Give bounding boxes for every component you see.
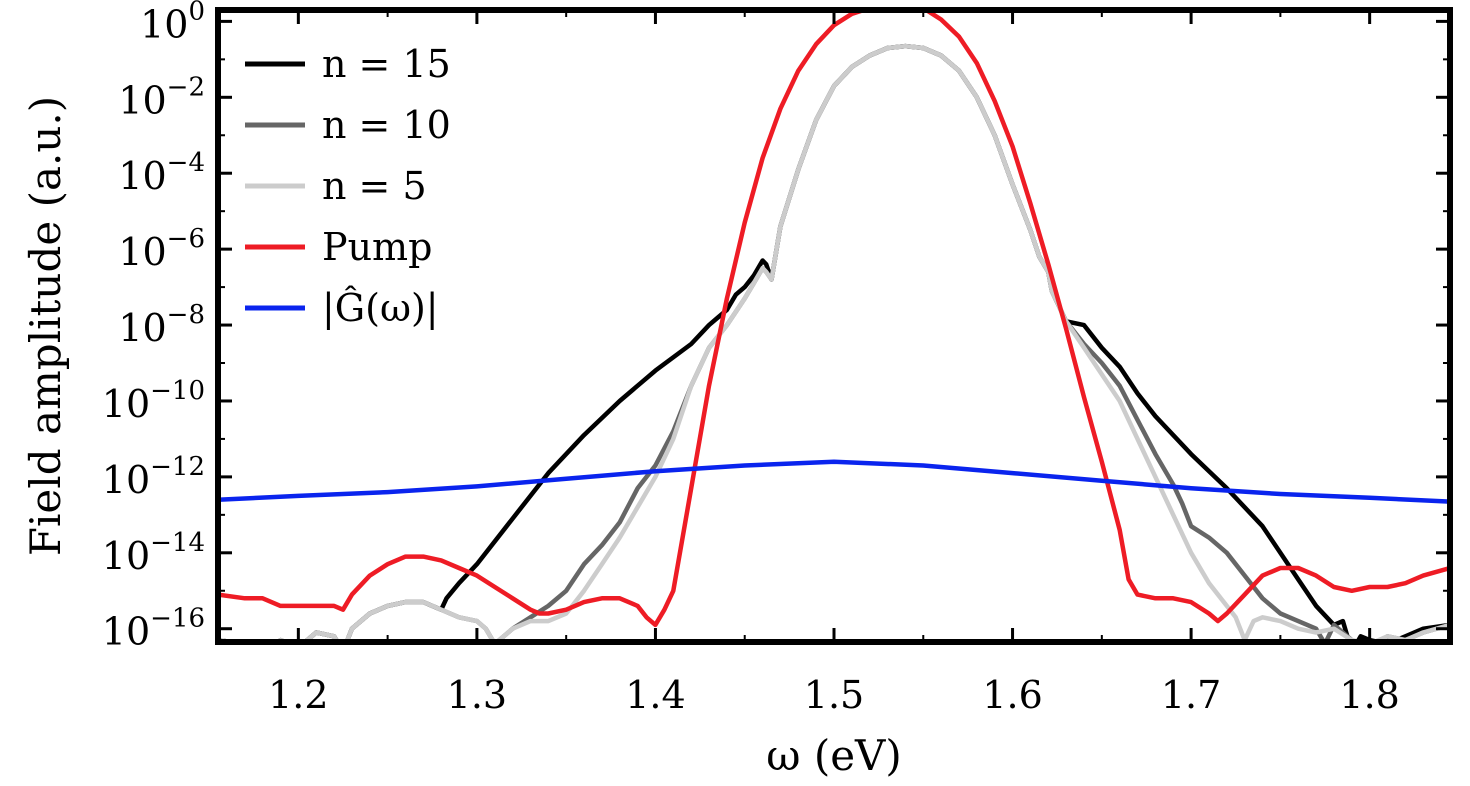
legend: n = 15 n = 10 n = 5 Pump |Ĝ(ω)| <box>245 42 451 330</box>
series-line-4 <box>218 459 1450 504</box>
plot-frame <box>215 7 1453 645</box>
y-tick-label: 10−6 <box>118 224 205 274</box>
series-line-3 <box>218 10 1450 628</box>
legend-label-4: |Ĝ(ω)| <box>322 286 439 330</box>
x-tick-label: 1.6 <box>982 673 1042 717</box>
x-tick-label: 1.7 <box>1161 673 1221 717</box>
y-tick-label: 10−8 <box>118 300 205 350</box>
legend-label-2: n = 5 <box>322 164 427 208</box>
x-tick-label: 1.4 <box>625 673 685 717</box>
legend-label-3: Pump <box>322 225 432 269</box>
x-tick-label: 1.2 <box>268 673 328 717</box>
y-tick-label: 10−10 <box>102 376 205 426</box>
series-line-2 <box>218 43 1450 642</box>
y-tick-label: 10−12 <box>102 452 205 502</box>
x-tick-label: 1.5 <box>804 673 864 717</box>
legend-label-0: n = 15 <box>322 42 451 86</box>
y-tick-label: 100 <box>140 0 205 46</box>
x-tick-label: 1.3 <box>447 673 507 717</box>
x-axis-title: ω (eV) <box>766 731 902 780</box>
y-tick-label: 10−2 <box>118 72 205 122</box>
series-layer <box>218 10 1450 642</box>
x-tick-label: 1.8 <box>1339 673 1399 717</box>
y-tick-label: 10−4 <box>118 148 205 198</box>
y-tick-label: 10−14 <box>102 528 205 578</box>
y-axis-title: Field amplitude (a.u.) <box>21 96 70 556</box>
legend-label-1: n = 10 <box>322 103 451 147</box>
ticks-layer: 1.2 1.3 1.4 1.5 1.6 1.7 1.8 100 10−2 10−4 10−6 10−8… <box>102 0 1450 717</box>
y-tick-label: 10−16 <box>102 604 205 654</box>
